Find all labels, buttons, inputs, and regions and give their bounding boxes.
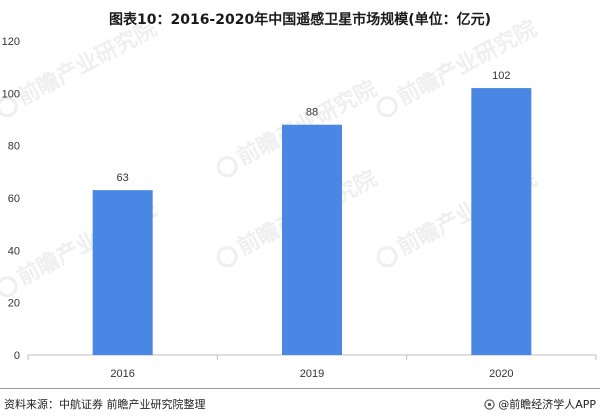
watermark-text: 前瞻产业研究院 (13, 15, 161, 110)
watermarks: 前瞻产业研究院前瞻产业研究院前瞻产业研究院前瞻产业研究院前瞻产业研究院前瞻产业研… (0, 15, 541, 298)
chart-title: 图表10：2016-2020年中国遥感卫星市场规模(单位：亿元) (108, 12, 492, 28)
qianzhan-logo-icon (484, 398, 495, 410)
footer-divider (0, 388, 600, 389)
bar (282, 124, 342, 355)
y-tick-label: 120 (2, 36, 20, 48)
y-tick-label: 60 (8, 193, 20, 205)
x-tick-label: 2020 (489, 368, 513, 380)
qianzhan-logo-icon (0, 96, 18, 118)
qianzhan-logo-icon (216, 246, 238, 268)
data-label: 102 (492, 70, 510, 82)
y-axis: 0 20 40 60 80 100 120 (2, 36, 20, 362)
y-tick-label: 100 (2, 88, 20, 100)
brand-credit: @前瞻经济学人APP (484, 396, 596, 412)
y-tick-label: 80 (8, 141, 20, 153)
source-note: 资料来源：中航证券 前瞻产业研究院整理 (4, 398, 206, 411)
x-axis: 2016 2019 2020 (27, 354, 597, 380)
bar (471, 88, 532, 355)
bar (92, 190, 153, 355)
y-tick-label: 40 (8, 245, 20, 257)
qianzhan-logo-icon (376, 96, 398, 118)
qianzhan-logo-icon (216, 156, 238, 178)
qianzhan-logo-icon (376, 246, 398, 268)
data-label: 63 (117, 172, 129, 184)
watermark: 前瞻产业研究院 (0, 15, 161, 118)
data-labels: 63 88 102 (117, 70, 511, 184)
bars (92, 88, 532, 355)
x-tick-label: 2016 (110, 368, 134, 380)
y-tick-label: 20 (8, 298, 20, 310)
brand-label: @前瞻经济学人APP (498, 398, 596, 411)
x-tick-label: 2019 (300, 368, 324, 380)
qianzhan-logo-icon (0, 276, 18, 298)
y-tick-label: 0 (14, 350, 20, 362)
data-label: 88 (306, 107, 318, 119)
